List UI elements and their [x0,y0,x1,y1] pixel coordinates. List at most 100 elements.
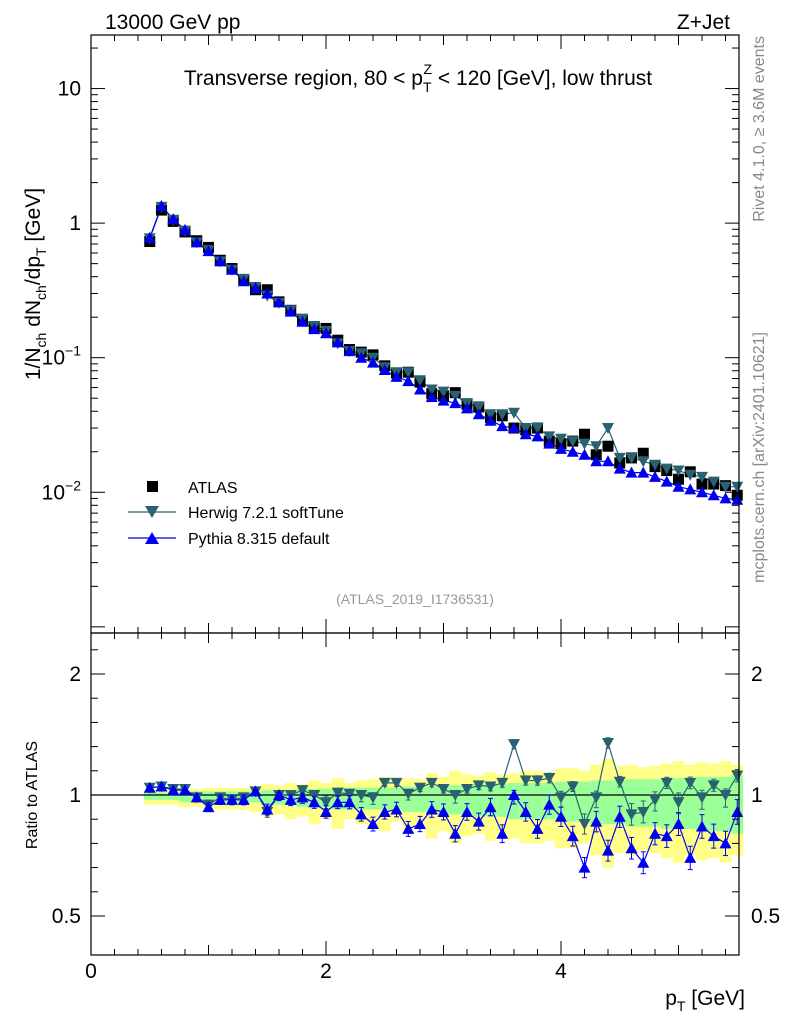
ratio-pythia-point [367,818,379,830]
ratio-pythia-point [684,851,697,863]
pythia-point [155,200,168,212]
ratio-herwig-point [590,792,603,804]
pythia-point [143,231,156,243]
main-line-herwig [149,205,738,488]
ratio-band-inner [531,782,544,820]
ratio-herwig-point [308,790,321,801]
ratio-pythia-point [637,856,650,868]
atlas-point [696,478,708,490]
ratio-band-inner [602,780,614,825]
ratio-herwig-point [672,797,685,809]
ratio-y-tick-label: 1 [69,784,81,807]
ratio-pythia-point [543,798,556,810]
pythia-point [731,493,744,505]
ratio-pythia-point [414,818,426,830]
ratio-herwig-point [437,783,450,795]
herwig-point [649,459,661,471]
herwig-point [602,423,614,435]
ratio-herwig-point [461,783,473,795]
ratio-band-inner [461,785,473,815]
ratio-band-inner [202,791,215,803]
ratio-pythia-point [179,784,191,796]
ratio-pythia-point [402,822,415,834]
ratio-y-tick-label-right: 0.5 [751,905,780,928]
pythia-point [167,213,180,225]
ratio-herwig-point [390,777,403,789]
ratio-y-tick-label-right: 2 [751,663,763,686]
ratio-pythia-point [531,822,544,834]
header-right-label: Z+Jet [677,11,730,34]
ratio-band-inner [519,782,532,820]
ratio-pythia-point [555,810,567,822]
atlas-point [637,447,649,459]
ratio-pythia-point [566,830,579,842]
ratio-panel: 0.5 0.5 1 1 2 2 Ratio to ATLAS 0 2 4 pT [GeV] [24,632,780,1014]
ratio-y-label: Ratio to ATLAS [24,741,41,849]
ratio-pythia-point [190,791,203,803]
pythia-point [613,462,626,474]
pythia-point [672,480,685,492]
ratio-pythia-point [296,791,309,803]
ratio-pythia-point [731,805,744,817]
ratio-pythia-point [519,805,532,817]
ratio-pythia-point [660,830,673,842]
pythia-point [249,281,262,293]
pythia-point [390,370,403,382]
pythia-point [625,466,638,478]
legend-pythia-label: Pythia 8.315 default [188,531,330,548]
ratio-herwig-point [296,785,309,797]
ratio-pythia-point [449,827,462,839]
x-axis-label-sub: T [677,998,686,1014]
ratio-pythia-point [167,784,180,796]
pythia-point [437,394,450,406]
legend-pythia-marker [145,532,159,544]
herwig-point [590,441,603,453]
pythia-point [190,236,203,248]
pythia-point [637,466,650,478]
atlas-point [579,428,590,440]
ratio-pythia-point [226,793,238,805]
ratio-herwig-point [331,787,344,799]
ratio-pythia-point [214,793,227,805]
herwig-point [437,386,450,398]
atlas-point [590,449,602,461]
legend-atlas-label: ATLAS [188,480,238,497]
pythia-point [355,351,368,363]
ratio-pythia-point [331,796,344,808]
pythia-point [226,263,238,275]
main-line-pythia [149,204,738,501]
ratio-pythia-point [343,796,356,808]
pythia-point [367,356,379,368]
pythia-point [179,223,191,235]
ratio-herwig-point [414,782,426,794]
pythia-point [719,492,732,504]
ratio-herwig-point [519,775,532,787]
pythia-point [425,391,438,403]
pythia-point [519,428,532,440]
ratio-band-inner [425,786,438,812]
plot-title-sub: T [423,79,432,95]
pythia-point [707,489,720,501]
pythia-point [566,445,579,457]
herwig-point [637,456,650,468]
ratio-band-inner [167,792,180,800]
ratio-band-inner [261,790,274,805]
ratio-band-inner [496,784,509,817]
pythia-point [578,448,591,460]
pythia-point [461,402,473,414]
herwig-point [508,407,520,419]
pythia-point [378,364,391,376]
ratio-pythia-point [696,820,708,832]
legend-atlas-marker [147,481,158,492]
main-y-tick-label: 10 [58,78,81,101]
ratio-pythia-point [390,803,403,815]
ratio-y-tick-label: 0.5 [52,905,81,928]
herwig-point [484,409,497,421]
ratio-herwig-point [320,797,332,809]
herwig-point [566,436,579,448]
pythia-point [602,455,614,467]
ratio-band-inner [472,784,485,817]
ratio-pythia-point [578,861,591,873]
ratio-band-inner [625,779,638,827]
ratio-pythia-point [237,793,250,805]
